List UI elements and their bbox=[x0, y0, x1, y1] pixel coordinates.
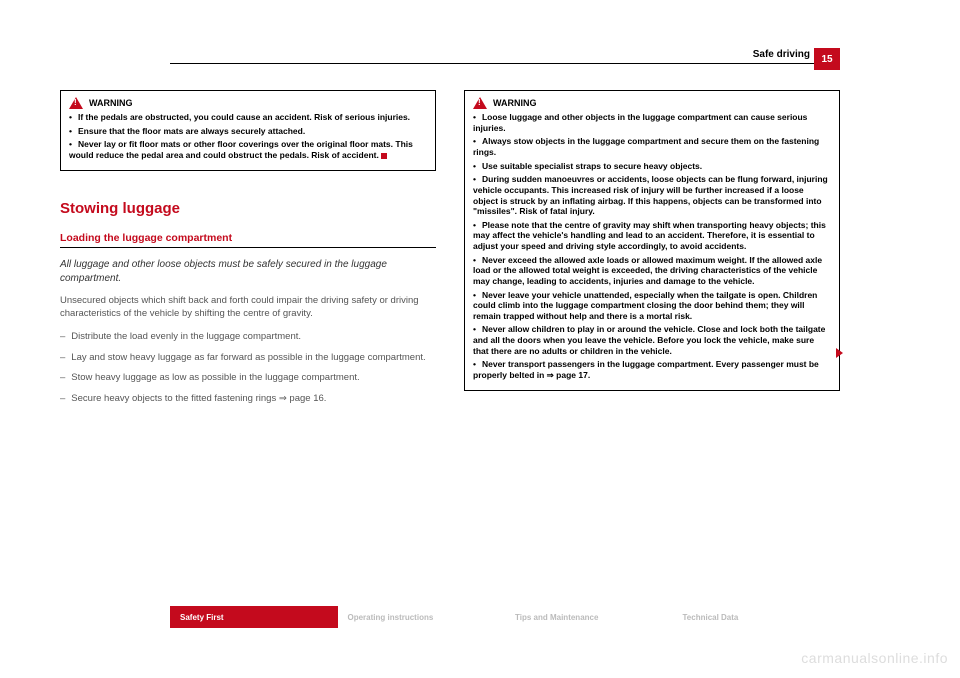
body-paragraph: Unsecured objects which shift back and f… bbox=[60, 295, 436, 321]
warning-item: Never transport passengers in the luggag… bbox=[473, 359, 831, 380]
watermark-text: carmanualsonline.info bbox=[801, 650, 948, 666]
tab-tips-maintenance[interactable]: Tips and Maintenance bbox=[505, 606, 673, 628]
warning-item: Never exceed the allowed axle loads or a… bbox=[473, 255, 831, 287]
warning-item: Loose luggage and other objects in the l… bbox=[473, 112, 831, 133]
warning-header: WARNING bbox=[473, 97, 831, 109]
warning-title: WARNING bbox=[493, 97, 537, 109]
document-page: Safe driving 15 WARNING If the pedals ar… bbox=[60, 40, 840, 618]
end-marker-icon bbox=[381, 153, 387, 159]
footer-tabs: Safety First Operating instructions Tips… bbox=[170, 606, 840, 628]
warning-list: Loose luggage and other objects in the l… bbox=[473, 112, 831, 380]
instruction-list: Distribute the load evenly in the luggag… bbox=[60, 331, 436, 406]
header-rule bbox=[170, 63, 840, 64]
warning-item: During sudden manoeuvres or accidents, l… bbox=[473, 174, 831, 217]
list-item: Secure heavy objects to the fitted faste… bbox=[60, 393, 436, 406]
subsection-heading: Loading the luggage compartment bbox=[60, 231, 436, 245]
tab-safety-first[interactable]: Safety First bbox=[170, 606, 338, 628]
left-column: WARNING If the pedals are obstructed, yo… bbox=[60, 90, 436, 414]
warning-item: Ensure that the floor mats are always se… bbox=[69, 126, 427, 137]
warning-item: Always stow objects in the luggage compa… bbox=[473, 136, 831, 157]
tab-operating-instructions[interactable]: Operating instructions bbox=[338, 606, 506, 628]
warning-box-luggage: WARNING Loose luggage and other objects … bbox=[464, 90, 840, 391]
warning-triangle-icon bbox=[69, 97, 83, 109]
warning-triangle-icon bbox=[473, 97, 487, 109]
warning-item: If the pedals are obstructed, you could … bbox=[69, 112, 427, 123]
warning-item: Never lay or fit floor mats or other flo… bbox=[69, 139, 427, 160]
list-item: Lay and stow heavy luggage as far forwar… bbox=[60, 352, 436, 365]
warning-title: WARNING bbox=[89, 97, 133, 109]
warning-item: Never leave your vehicle unattended, esp… bbox=[473, 290, 831, 322]
content-columns: WARNING If the pedals are obstructed, yo… bbox=[60, 90, 840, 414]
warning-header: WARNING bbox=[69, 97, 427, 109]
warning-text: Never lay or fit floor mats or other flo… bbox=[69, 139, 413, 160]
list-item: Stow heavy luggage as low as possible in… bbox=[60, 372, 436, 385]
right-column: WARNING Loose luggage and other objects … bbox=[464, 90, 840, 414]
heading-underline bbox=[60, 247, 436, 248]
section-heading: Stowing luggage bbox=[60, 199, 436, 219]
section-name: Safe driving bbox=[753, 49, 810, 60]
warning-list: If the pedals are obstructed, you could … bbox=[69, 112, 427, 161]
continue-arrow-icon bbox=[836, 348, 843, 358]
intro-paragraph: All luggage and other loose objects must… bbox=[60, 258, 436, 285]
page-number: 15 bbox=[814, 48, 840, 70]
warning-box-pedals: WARNING If the pedals are obstructed, yo… bbox=[60, 90, 436, 171]
warning-item: Please note that the centre of gravity m… bbox=[473, 220, 831, 252]
warning-item: Use suitable specialist straps to secure… bbox=[473, 161, 831, 172]
page-header: Safe driving 15 bbox=[60, 40, 840, 70]
warning-item: Never allow children to play in or aroun… bbox=[473, 324, 831, 356]
tab-technical-data[interactable]: Technical Data bbox=[673, 606, 841, 628]
list-item: Distribute the load evenly in the luggag… bbox=[60, 331, 436, 344]
